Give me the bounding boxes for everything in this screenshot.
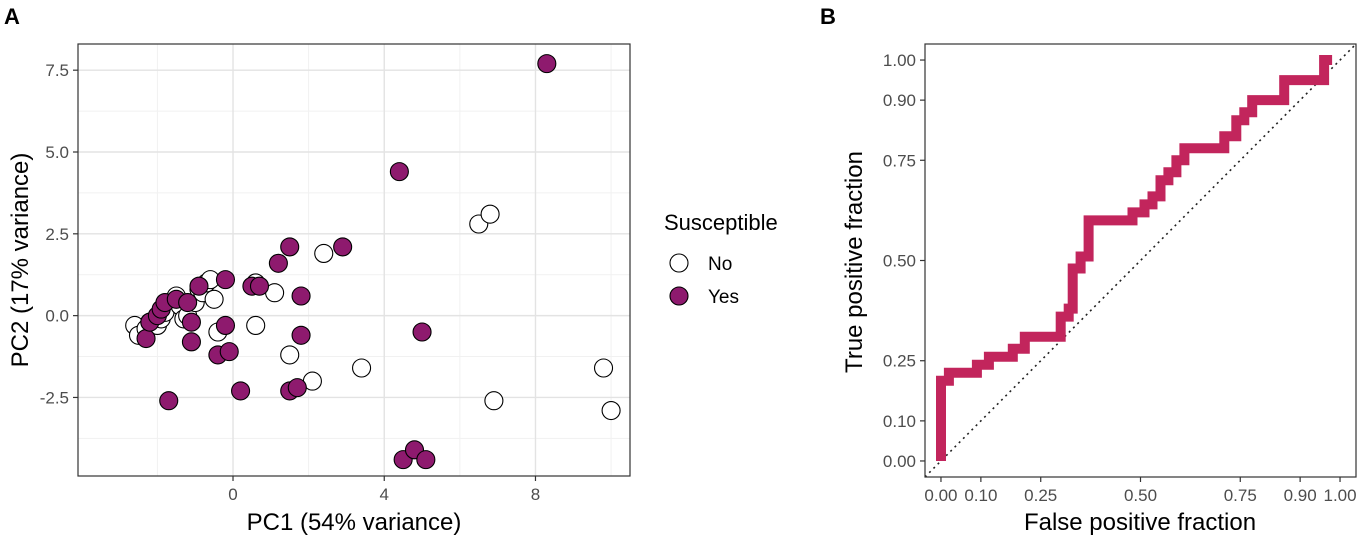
pca-point-no [352, 358, 372, 378]
roc-x-tick-label: 0.00 [924, 486, 957, 505]
roc-y-tick-label: 0.75 [883, 151, 916, 170]
pca-point-yes [412, 322, 432, 342]
pca-point-yes [249, 276, 270, 296]
legend-yes-marker [669, 286, 689, 306]
pca-point-yes [215, 315, 236, 336]
roc-x-axis-title: False positive fraction [1024, 509, 1256, 536]
legend-title: Susceptible [664, 210, 778, 235]
pca-x-tick-label: 0 [228, 485, 237, 504]
pca-point-no [280, 345, 300, 365]
pca-point-yes [416, 450, 436, 470]
roc-x-tick-label: 0.75 [1224, 486, 1257, 505]
pca-point-yes [333, 237, 353, 257]
pca-point-yes [537, 54, 557, 74]
pca-point-no [480, 204, 500, 224]
pca-point-yes [181, 332, 201, 352]
pca-point-no [314, 243, 334, 264]
pca-point-yes [215, 270, 236, 290]
roc-y-tick-label: 0.10 [883, 412, 916, 431]
pca-y-tick-label: 5.0 [45, 143, 69, 162]
roc-y-tick-label: 0.90 [883, 91, 916, 110]
legend: Susceptible No Yes [664, 210, 778, 308]
pca-point-no [593, 358, 614, 378]
panel-b-label: B [820, 4, 836, 29]
pca-point-yes [287, 378, 307, 398]
pca-point-yes [178, 292, 198, 313]
legend-no-label: No [708, 254, 732, 275]
pca-minor-grid [78, 44, 630, 476]
pca-point-yes [291, 286, 311, 306]
panel-a-label: A [4, 4, 20, 29]
pca-point-no [246, 315, 266, 336]
pca-point-yes [136, 328, 156, 349]
pca-points [125, 54, 621, 470]
pca-point-yes [268, 253, 288, 273]
pca-point-yes [159, 391, 179, 411]
roc-panel: 0.00 0.10 0.25 0.50 0.75 0.90 1.00 0.00 0.10 0.2… [841, 43, 1357, 536]
roc-x-axis: 0.00 0.10 0.25 0.50 0.75 0.90 1.00 [924, 477, 1357, 505]
roc-x-tick-label: 0.50 [1124, 486, 1157, 505]
pca-x-tick-label: 4 [380, 485, 389, 504]
roc-curve [936, 55, 1333, 461]
pca-point-yes [389, 162, 409, 182]
pca-point-yes [280, 237, 300, 257]
pca-point-no [204, 289, 224, 309]
pca-y-axis: -2.5 0.0 2.5 5.0 7.5 [40, 61, 78, 407]
roc-x-tick-label: 1.00 [1323, 486, 1356, 505]
pca-plot-background [78, 44, 630, 476]
pca-y-tick-label: 0.0 [45, 307, 69, 326]
pca-point-yes [189, 276, 209, 296]
roc-y-axis: 0.00 0.10 0.25 0.50 0.75 0.90 1.00 [883, 51, 925, 471]
pca-x-axis: 0 4 8 [228, 476, 540, 504]
roc-x-tick-label: 0.10 [964, 486, 997, 505]
pca-point-yes [291, 325, 311, 345]
pca-y-tick-label: -2.5 [40, 388, 69, 407]
roc-y-tick-label: 0.25 [883, 352, 916, 371]
pca-y-axis-title: PC2 (17% variance) [7, 153, 34, 368]
pca-x-tick-label: 8 [531, 485, 540, 504]
pca-point-yes [181, 312, 201, 332]
roc-y-axis-title: True positive fraction [841, 151, 868, 373]
pca-point-no [484, 391, 504, 411]
roc-y-tick-label: 0.00 [883, 452, 916, 471]
roc-y-tick-label: 1.00 [883, 51, 916, 70]
pca-y-tick-label: 7.5 [45, 61, 69, 80]
roc-x-tick-label: 0.25 [1024, 486, 1057, 505]
pca-point-yes [219, 342, 239, 362]
pca-y-tick-label: 2.5 [45, 225, 69, 244]
pca-plot-border [77, 43, 631, 477]
roc-plot-background [925, 44, 1356, 477]
legend-no-marker [669, 253, 689, 273]
roc-y-tick-label: 0.50 [883, 252, 916, 271]
pca-point-no [601, 400, 621, 421]
pca-x-axis-title: PC1 (54% variance) [247, 509, 462, 536]
roc-x-tick-label: 0.90 [1284, 486, 1317, 505]
pca-point-yes [231, 381, 251, 401]
legend-yes-label: Yes [708, 287, 739, 308]
